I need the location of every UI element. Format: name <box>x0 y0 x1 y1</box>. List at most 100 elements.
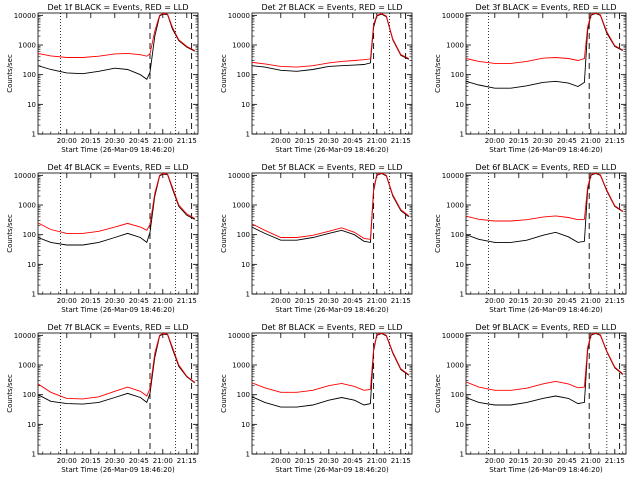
y-tick-label: 1 <box>460 451 464 459</box>
plot-frame <box>251 12 413 135</box>
x-tick-label: 21:15 <box>605 457 625 465</box>
y-tick-label: 10000 <box>228 12 250 20</box>
x-axis-label: Start Time (26-Mar-09 18:46:20) <box>61 306 175 314</box>
y-tick-label: 1000 <box>232 42 250 50</box>
y-tick-label: 100 <box>23 231 36 239</box>
x-tick-label: 20:15 <box>295 297 315 305</box>
x-tick-label: 21:15 <box>391 297 411 305</box>
x-tick-label: 20:15 <box>509 457 529 465</box>
x-tick-label: 21:15 <box>605 297 625 305</box>
x-tick-label: 21:00 <box>153 457 173 465</box>
x-tick-label: 21:00 <box>367 457 387 465</box>
y-tick-label: 1 <box>246 451 250 459</box>
y-tick-label: 1 <box>32 291 36 299</box>
y-tick-label: 10 <box>455 261 464 269</box>
detector-panel: Det 1f BLACK = Events, RED = LLD 1 10 100 10… <box>6 3 199 154</box>
y-axis-label: Counts/sec <box>220 54 228 93</box>
x-tick-label: 20:15 <box>81 297 101 305</box>
x-tick-label: 21:15 <box>391 457 411 465</box>
x-tick-label: 20:15 <box>509 137 529 145</box>
detector-panel: Det 6f BLACK = Events, RED = LLD 1 10 100 10… <box>434 163 627 314</box>
y-tick-label: 100 <box>23 71 36 79</box>
y-tick-label: 10 <box>241 101 250 109</box>
panel-title: Det 2f BLACK = Events, RED = LLD <box>261 3 402 12</box>
x-tick-label: 20:00 <box>271 297 291 305</box>
plot-frame <box>251 172 413 295</box>
x-tick-label: 20:00 <box>57 137 77 145</box>
y-tick-label: 100 <box>451 71 464 79</box>
x-tick-label: 21:15 <box>177 457 197 465</box>
y-tick-label: 10 <box>241 261 250 269</box>
y-tick-label: 1 <box>246 291 250 299</box>
y-tick-label: 1 <box>246 131 250 139</box>
plot-frame <box>37 12 199 135</box>
lld-series-line <box>38 173 196 234</box>
x-tick-label: 20:00 <box>57 297 77 305</box>
y-tick-label: 1 <box>32 451 36 459</box>
x-tick-label: 21:00 <box>367 137 387 145</box>
plot-frame <box>251 332 413 455</box>
x-tick-label: 20:45 <box>343 297 363 305</box>
y-tick-label: 10000 <box>228 172 250 180</box>
events-series-line <box>466 333 624 406</box>
y-axis-label: Counts/sec <box>6 374 14 413</box>
y-tick-label: 100 <box>237 391 250 399</box>
lld-series-line <box>466 333 624 391</box>
x-axis-label: Start Time (26-Mar-09 18:46:20) <box>61 466 175 474</box>
x-tick-label: 20:00 <box>485 457 505 465</box>
plot-frame <box>465 332 627 455</box>
x-tick-label: 20:15 <box>509 297 529 305</box>
plot-frame <box>465 172 627 295</box>
y-tick-label: 1000 <box>232 362 250 370</box>
panel-title: Det 9f BLACK = Events, RED = LLD <box>475 323 616 332</box>
x-axis-label: Start Time (26-Mar-09 18:46:20) <box>275 146 389 154</box>
x-tick-label: 21:00 <box>581 137 601 145</box>
y-axis-label: Counts/sec <box>6 214 14 253</box>
y-axis-label: Counts/sec <box>434 214 442 253</box>
x-tick-label: 20:45 <box>557 137 577 145</box>
panel-title: Det 6f BLACK = Events, RED = LLD <box>475 163 616 172</box>
y-axis-label: Counts/sec <box>220 214 228 253</box>
events-series-line <box>466 173 624 243</box>
x-tick-label: 20:45 <box>557 297 577 305</box>
plot-frame <box>37 332 199 455</box>
x-tick-label: 21:15 <box>391 137 411 145</box>
y-tick-label: 100 <box>451 391 464 399</box>
x-axis-label: Start Time (26-Mar-09 18:46:20) <box>489 146 603 154</box>
detector-panel: Det 8f BLACK = Events, RED = LLD 1 10 100 10… <box>220 323 413 474</box>
x-tick-label: 21:00 <box>581 457 601 465</box>
y-tick-label: 10000 <box>442 12 464 20</box>
y-tick-label: 1000 <box>18 202 36 210</box>
lld-series-line <box>466 173 624 222</box>
x-tick-label: 20:15 <box>295 457 315 465</box>
x-tick-label: 20:15 <box>81 137 101 145</box>
panel-title: Det 4f BLACK = Events, RED = LLD <box>47 163 188 172</box>
y-tick-label: 10000 <box>14 172 36 180</box>
x-tick-label: 20:30 <box>319 457 339 465</box>
x-axis-label: Start Time (26-Mar-09 18:46:20) <box>489 466 603 474</box>
panel-title: Det 7f BLACK = Events, RED = LLD <box>47 323 188 332</box>
events-series-line <box>252 333 410 408</box>
x-tick-label: 20:00 <box>485 137 505 145</box>
events-series-line <box>38 13 196 80</box>
x-tick-label: 20:00 <box>485 297 505 305</box>
y-tick-label: 10 <box>455 101 464 109</box>
x-tick-label: 20:45 <box>557 457 577 465</box>
y-tick-label: 10000 <box>442 172 464 180</box>
x-axis-label: Start Time (26-Mar-09 18:46:20) <box>489 306 603 314</box>
x-tick-label: 21:15 <box>605 137 625 145</box>
x-tick-label: 20:45 <box>343 137 363 145</box>
x-tick-label: 20:30 <box>105 457 125 465</box>
y-tick-label: 10 <box>455 421 464 429</box>
y-tick-label: 100 <box>23 391 36 399</box>
x-axis-label: Start Time (26-Mar-09 18:46:20) <box>61 146 175 154</box>
detector-panel: Det 7f BLACK = Events, RED = LLD 1 10 100 10… <box>6 323 199 474</box>
x-tick-label: 21:15 <box>177 137 197 145</box>
x-tick-label: 20:30 <box>319 137 339 145</box>
lld-series-line <box>38 13 196 58</box>
lld-series-line <box>38 333 196 400</box>
y-tick-label: 100 <box>237 231 250 239</box>
y-tick-label: 10 <box>27 261 36 269</box>
y-tick-label: 10000 <box>14 332 36 340</box>
